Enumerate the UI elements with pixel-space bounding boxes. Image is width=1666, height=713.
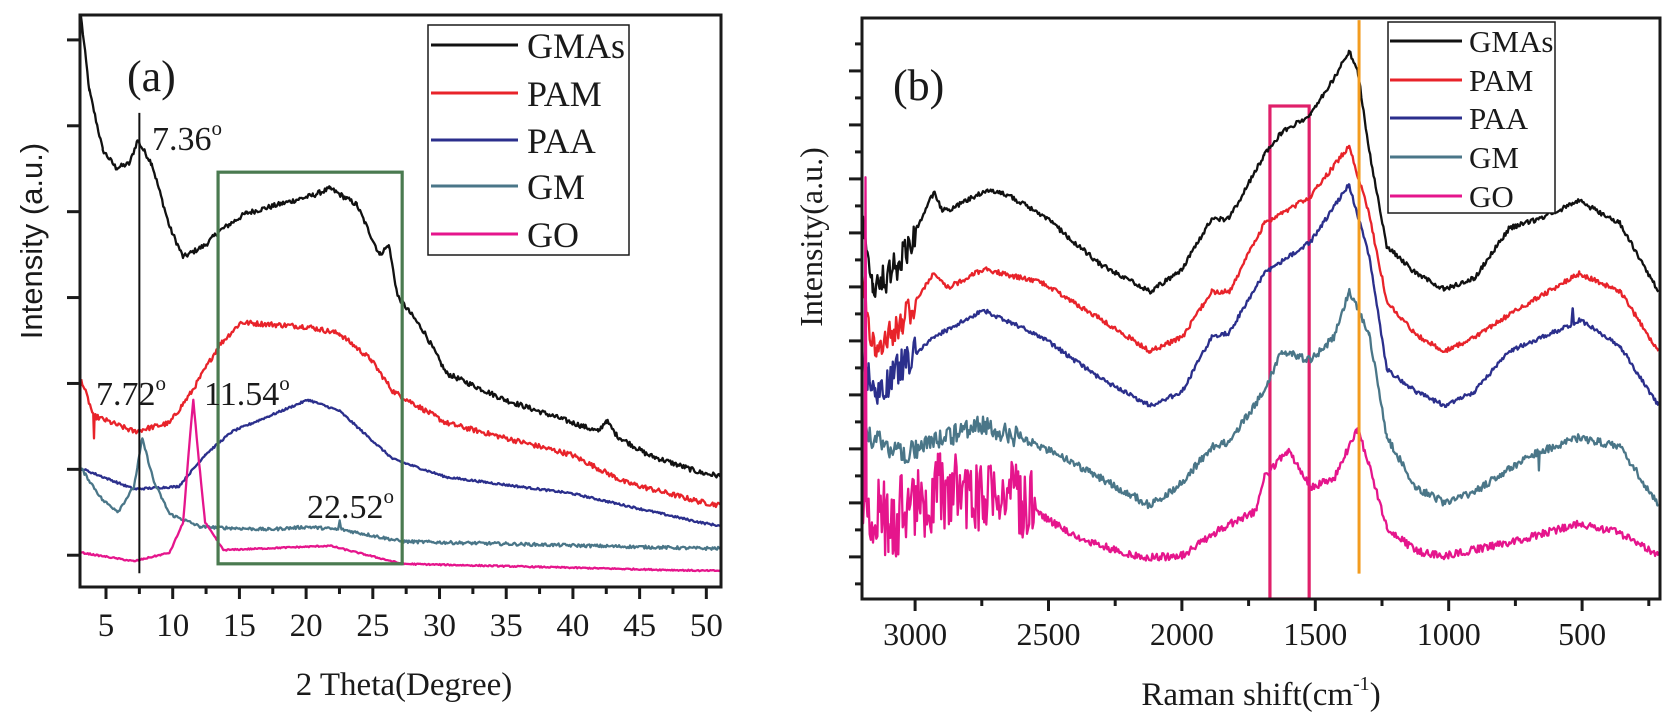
xrd-x-tick-label: 35	[490, 608, 523, 644]
xrd-legend-label-go: GO	[527, 215, 579, 255]
peak-label-degree: o	[384, 484, 395, 508]
panel-label-a: (a)	[127, 52, 176, 101]
peak-label-degree: o	[212, 116, 223, 140]
xrd-ticks: 5 10 15 20 25 30 35 40 45 50	[67, 38, 723, 644]
raman-x-axis-title: Raman shift(cm-1)	[1141, 673, 1380, 713]
raman-series-gm	[862, 287, 1659, 510]
xrd-series-pam	[80, 319, 721, 509]
xrd-x-tick-label: 50	[690, 608, 723, 644]
raman-x-tick-label: 2000	[1150, 616, 1214, 652]
xrd-peak-label: 7.36o	[152, 116, 222, 158]
peak-label-value: 7.36	[152, 121, 212, 158]
raman-y-axis-title: Intensity(a.u.)	[793, 147, 829, 327]
xrd-peak-label: 22.52o	[307, 484, 394, 526]
raman-axes-frame	[860, 16, 1662, 601]
xrd-x-axis-title: 2 Theta(Degree)	[296, 667, 513, 703]
xrd-legend-label-gmas: GMAs	[527, 26, 625, 66]
xrd-series-paa	[80, 398, 721, 528]
xrd-axes-frame	[78, 13, 723, 589]
peak-label-value: 7.72	[96, 376, 156, 413]
raman-legend-label-gmas: GMAs	[1469, 24, 1553, 59]
xrd-series-gmas	[80, 15, 721, 479]
raman-legend-label-paa: PAA	[1469, 101, 1529, 136]
xrd-legend: GMAs PAM PAA GM GO	[427, 24, 630, 256]
raman-ticks: 3000 2500 2000 1500 1000 500	[849, 42, 1651, 652]
xrd-peak-label: 7.72o	[96, 371, 166, 413]
raman-x-axis-title-main: Raman shift(cm	[1141, 677, 1353, 713]
xrd-x-tick-label: 30	[423, 608, 456, 644]
xrd-x-tick-label: 5	[98, 608, 115, 644]
raman-x-tick-label: 500	[1558, 616, 1606, 652]
xrd-legend-label-gm: GM	[527, 167, 585, 207]
raman-legend-label-gm: GM	[1469, 140, 1519, 175]
xrd-legend-label-paa: PAA	[527, 121, 596, 161]
raman-legend-label-pam: PAM	[1469, 63, 1533, 98]
peak-label-value: 22.52	[307, 489, 384, 526]
peak-label-value: 11.54	[204, 376, 279, 413]
peak-label-degree: o	[279, 371, 290, 395]
raman-x-tick-label: 1500	[1283, 616, 1347, 652]
xrd-x-tick-label: 20	[290, 608, 323, 644]
raman-x-tick-label: 2500	[1016, 616, 1080, 652]
raman-x-tick-label: 3000	[883, 616, 947, 652]
raman-x-axis-title-close: )	[1370, 677, 1381, 713]
raman-series-gmas	[862, 49, 1660, 298]
panel-label-b: (b)	[893, 61, 944, 110]
raman-series-pam	[862, 144, 1660, 358]
peak-label-degree: o	[156, 371, 167, 395]
xrd-x-tick-label: 25	[356, 608, 389, 644]
raman-series-go	[862, 176, 1660, 562]
xrd-peak-label: 11.54o	[204, 371, 290, 413]
xrd-x-tick-label: 45	[623, 608, 656, 644]
raman-x-tick-label: 1000	[1417, 616, 1481, 652]
raman-legend-label-go: GO	[1469, 179, 1514, 214]
xrd-x-tick-label: 10	[156, 608, 189, 644]
xrd-legend-label-pam: PAM	[527, 74, 602, 114]
xrd-y-axis-title: Intensity (a.u.)	[14, 143, 49, 339]
raman-series-paa	[862, 183, 1660, 409]
raman-panel: 3000 2500 2000 1500 1000 500 (b) GMAsPAMPAAGM…	[793, 16, 1662, 713]
xrd-x-tick-label: 15	[223, 608, 256, 644]
raman-x-axis-title-sup: -1	[1353, 673, 1370, 695]
xrd-x-tick-label: 40	[556, 608, 589, 644]
raman-plot-area	[862, 20, 1660, 599]
xrd-highlight-box	[216, 170, 404, 566]
